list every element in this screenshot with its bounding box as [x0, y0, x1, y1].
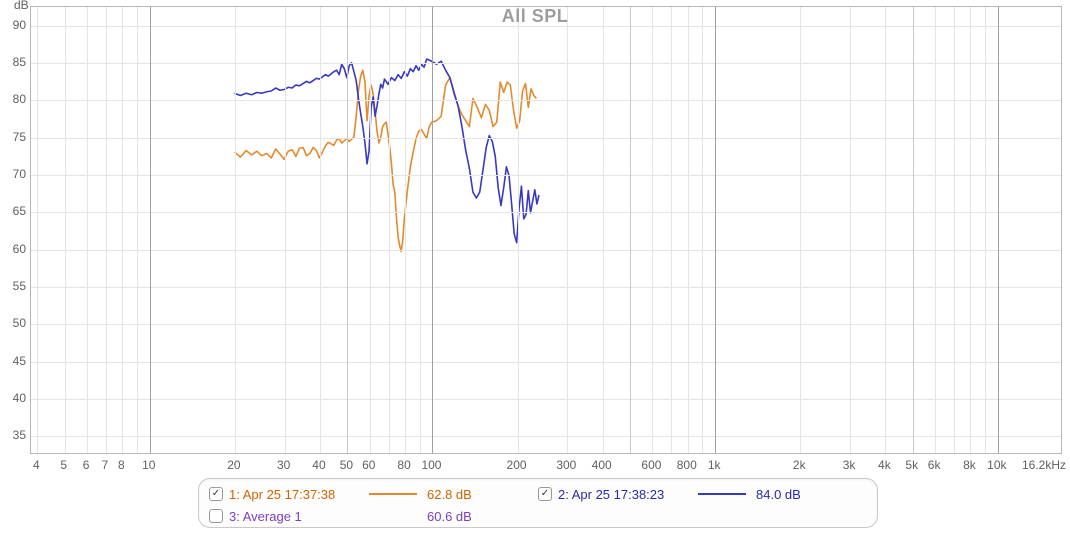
x-tick-label: 20 [227, 458, 240, 472]
y-tick-label: 45 [0, 354, 26, 368]
x-tick-label: 7 [102, 458, 109, 472]
legend-checkbox-2[interactable] [538, 487, 552, 501]
legend-swatch-1 [369, 493, 417, 495]
x-tick-label: 50 [340, 458, 353, 472]
x-tick-label: 6 [83, 458, 90, 472]
x-tick-label: 40 [312, 458, 325, 472]
legend-item-1[interactable]: 1: Apr 25 17:37:38 62.8 dB [209, 487, 538, 502]
y-axis-unit: dB [14, 0, 29, 12]
x-tick-label: 80 [397, 458, 410, 472]
x-tick-label: 4 [33, 458, 40, 472]
legend-name-3: 3: Average 1 [229, 509, 359, 524]
y-tick-label: 80 [0, 92, 26, 106]
x-tick-label: 3k [843, 458, 856, 472]
trace-layer [31, 7, 1061, 453]
x-tick-label: 6k [928, 458, 941, 472]
legend-item-3[interactable]: 3: Average 1 60.6 dB [209, 509, 549, 524]
x-tick-label: 2k [793, 458, 806, 472]
x-tick-label: 10 [142, 458, 155, 472]
x-tick-label: 5 [60, 458, 67, 472]
x-axis-unit: 16.2kHz [1022, 458, 1066, 472]
x-tick-label: 1k [708, 458, 721, 472]
x-tick-label: 4k [878, 458, 891, 472]
y-tick-label: 60 [0, 242, 26, 256]
legend: 1: Apr 25 17:37:38 62.8 dB 2: Apr 25 17:… [198, 478, 878, 528]
x-tick-label: 5k [905, 458, 918, 472]
y-tick-label: 55 [0, 279, 26, 293]
chart-title: All SPL [502, 6, 569, 27]
legend-value-3: 60.6 dB [427, 509, 487, 524]
x-tick-label: 30 [277, 458, 290, 472]
y-tick-label: 90 [0, 18, 26, 32]
legend-value-1: 62.8 dB [427, 487, 487, 502]
series-2-path [234, 59, 538, 243]
x-tick-label: 400 [592, 458, 612, 472]
y-tick-label: 70 [0, 167, 26, 181]
x-tick-label: 600 [641, 458, 661, 472]
legend-value-2: 84.0 dB [756, 487, 816, 502]
x-tick-label: 8 [118, 458, 125, 472]
x-tick-label: 200 [507, 458, 527, 472]
legend-swatch-3 [369, 515, 417, 517]
spl-chart: dB All SPL 16.2kHz 1: Apr 25 17:37:38 62… [0, 0, 1070, 542]
x-tick-label: 100 [421, 458, 441, 472]
y-tick-label: 50 [0, 316, 26, 330]
legend-name-2: 2: Apr 25 17:38:23 [558, 487, 688, 502]
y-tick-label: 40 [0, 391, 26, 405]
x-tick-label: 60 [362, 458, 375, 472]
plot-area [30, 6, 1062, 454]
y-tick-label: 85 [0, 55, 26, 69]
series-1-path [234, 70, 536, 251]
y-tick-label: 75 [0, 130, 26, 144]
legend-checkbox-1[interactable] [209, 487, 223, 501]
x-tick-label: 300 [556, 458, 576, 472]
y-tick-label: 35 [0, 428, 26, 442]
x-tick-label: 8k [963, 458, 976, 472]
legend-name-1: 1: Apr 25 17:37:38 [229, 487, 359, 502]
legend-item-2[interactable]: 2: Apr 25 17:38:23 84.0 dB [538, 487, 867, 502]
x-tick-label: 800 [677, 458, 697, 472]
y-tick-label: 65 [0, 204, 26, 218]
x-tick-label: 10k [987, 458, 1006, 472]
legend-checkbox-3[interactable] [209, 509, 223, 523]
legend-swatch-2 [698, 493, 746, 495]
